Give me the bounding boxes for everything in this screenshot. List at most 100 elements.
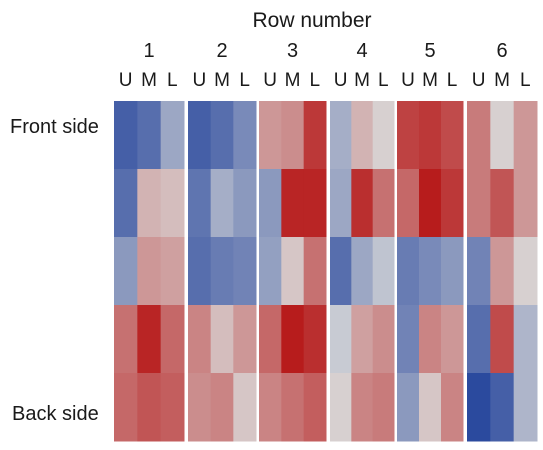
heatmap-cell [397, 101, 420, 170]
heatmap-cell [281, 305, 305, 374]
heatmap-cell [441, 305, 464, 374]
group-row-6: 6U M L [467, 40, 538, 442]
heatmap-cell [160, 101, 185, 170]
heatmap-cell [372, 237, 395, 306]
position-label-M: M [494, 70, 510, 91]
heatmap-cell [490, 237, 515, 306]
heatmap-cell [160, 169, 185, 238]
heatmap-cell [259, 373, 282, 442]
position-label-M: M [422, 70, 438, 91]
group-label: 3 [287, 40, 298, 62]
heatmap-cell [513, 373, 538, 442]
heatmap-cell [490, 373, 515, 442]
heatmap-cell [351, 237, 374, 306]
heatmap-cell [419, 373, 442, 442]
heatmap-cell [114, 237, 138, 306]
position-label-L: L [310, 70, 321, 91]
heatmap-cell [330, 373, 352, 442]
heatmap-cell [419, 237, 442, 306]
heatmap-cell [467, 237, 491, 306]
heatmap-cell [160, 373, 185, 442]
heatmap-cell [467, 373, 491, 442]
heatmap-cell [397, 237, 420, 306]
heatmap-cell [188, 373, 212, 442]
heatmap-cell [351, 373, 374, 442]
heatmap-cell [351, 305, 374, 374]
position-label-U: U [401, 70, 415, 91]
position-label-L: L [447, 70, 458, 91]
heatmap-cell [281, 373, 305, 442]
group-row-3: 3U M L [259, 40, 327, 442]
heatmap-cell [351, 101, 374, 170]
heatmap-cell [259, 237, 282, 306]
heatmap-cell [330, 101, 352, 170]
heatmap-cell [188, 237, 212, 306]
heatmap-cell [188, 169, 212, 238]
position-label-U: U [472, 70, 486, 91]
row-label-front: Front side [10, 116, 99, 138]
heatmap-cell [330, 169, 352, 238]
group-row-4: 4U M L [330, 40, 395, 442]
heatmap-cell [233, 305, 257, 374]
heatmap-cell [259, 305, 282, 374]
heatmap-cell [160, 305, 185, 374]
position-label-M: M [141, 70, 157, 91]
heatmap-cell [160, 237, 185, 306]
heatmap-cell [441, 101, 464, 170]
heatmap-cell [467, 169, 491, 238]
position-label-L: L [239, 70, 250, 91]
position-label-U: U [119, 70, 133, 91]
heatmap-cell [137, 373, 162, 442]
heatmap-cell [114, 101, 138, 170]
heatmap-cell [233, 237, 257, 306]
heatmap-cell [210, 373, 234, 442]
heatmap-cell [467, 101, 491, 170]
position-label-M: M [214, 70, 230, 91]
position-label-L: L [378, 70, 389, 91]
position-label-L: L [520, 70, 531, 91]
heatmap-groups: 1U M L2U M L3U M L4U M L5U M L6U M L [114, 40, 538, 442]
heatmap-cell [303, 373, 327, 442]
heatmap-cell [259, 101, 282, 170]
heatmap-cell [330, 305, 352, 374]
heatmap-cell [513, 169, 538, 238]
heatmap-cell [303, 237, 327, 306]
position-label-U: U [263, 70, 277, 91]
heatmap-cell [303, 101, 327, 170]
group-row-5: 5U M L [397, 40, 464, 442]
heatmap-cell [281, 237, 305, 306]
position-label-M: M [354, 70, 370, 91]
heatmap-cell [513, 101, 538, 170]
heatmap-cell [397, 373, 420, 442]
heatmap-cell [137, 101, 162, 170]
heatmap-cell [441, 373, 464, 442]
heatmap-cell [372, 101, 395, 170]
heatmap-cell [397, 305, 420, 374]
heatmap-cell [397, 169, 420, 238]
heatmap-cell [259, 169, 282, 238]
group-label: 4 [356, 40, 367, 62]
group-row-2: 2U M L [188, 40, 257, 442]
heatmap-cell [419, 101, 442, 170]
heatmap-cell [372, 373, 395, 442]
group-label: 6 [496, 40, 507, 62]
heatmap-cell [188, 101, 212, 170]
position-label-U: U [334, 70, 348, 91]
group-label: 5 [424, 40, 435, 62]
heatmap-cell [419, 169, 442, 238]
heatmap-cell [210, 101, 234, 170]
position-label-M: M [285, 70, 301, 91]
heatmap-cell [490, 305, 515, 374]
row-label-back: Back side [12, 403, 99, 425]
heatmap-cell [114, 169, 138, 238]
chart-title: Row number [252, 9, 371, 32]
heatmap-cell [210, 305, 234, 374]
group-label: 2 [216, 40, 227, 62]
heatmap-cell [188, 305, 212, 374]
position-label-U: U [192, 70, 206, 91]
heatmap-cell [210, 169, 234, 238]
heatmap-cell [281, 101, 305, 170]
heatmap-cell [513, 305, 538, 374]
heatmap-cell [372, 305, 395, 374]
heatmap-cell [303, 169, 327, 238]
